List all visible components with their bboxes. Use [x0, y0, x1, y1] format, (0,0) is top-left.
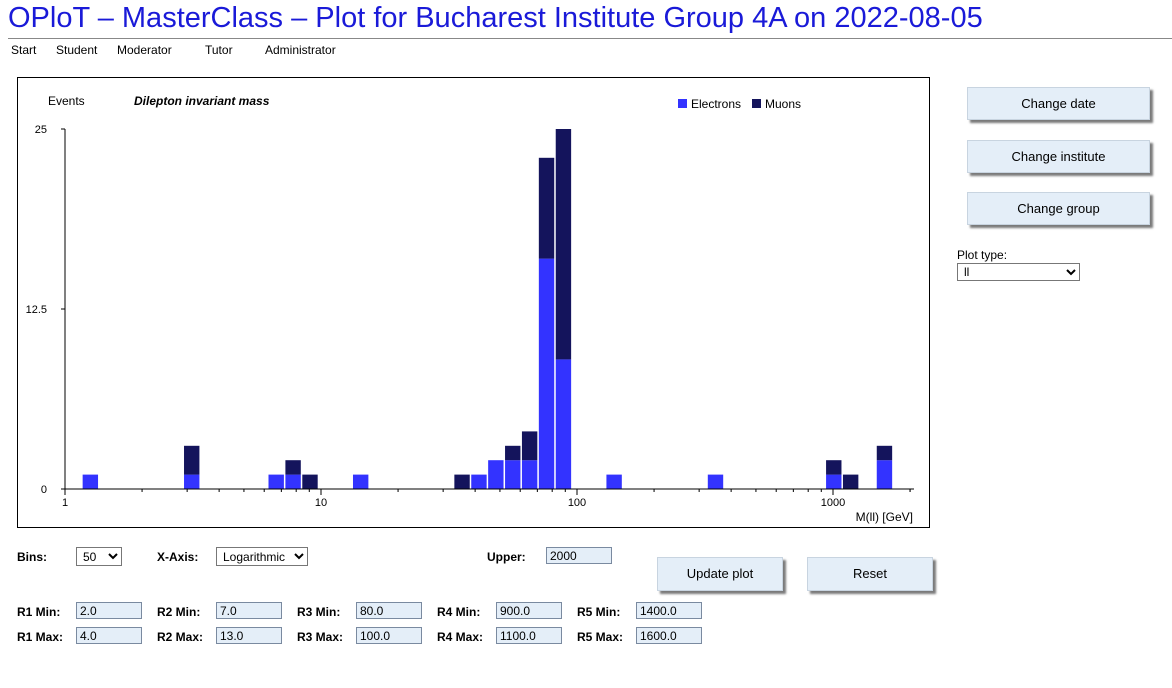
bar-electrons-28 — [538, 258, 555, 489]
bar-electrons-48 — [876, 460, 893, 489]
upper-label: Upper: — [487, 550, 526, 564]
chart-title: Dilepton invariant mass — [134, 94, 270, 108]
bar-electrons-26 — [505, 460, 521, 489]
x-tick-label-0: 1 — [62, 497, 68, 509]
r1-min-input[interactable] — [76, 602, 142, 619]
x-ticks: 1 10 100 1000 — [62, 489, 911, 509]
nav-administrator[interactable]: Administrator — [265, 43, 336, 57]
r2-max-input[interactable] — [216, 627, 282, 644]
y-tick-label-1: 12.5 — [26, 304, 47, 316]
y-tick-label-2: 25 — [35, 124, 47, 136]
xaxis-label: X-Axis: — [157, 550, 199, 564]
r3-min-input[interactable] — [356, 602, 422, 619]
r2-min-label: R2 Min: — [157, 605, 201, 619]
plot-area: 0 12.5 25 1 10 100 1000 Events Dilepton invar… — [17, 77, 930, 528]
r1-max-label: R1 Max: — [17, 630, 64, 644]
plot-type-select[interactable]: ll — [957, 263, 1080, 281]
nav-start[interactable]: Start — [11, 43, 37, 57]
x-tick-label-1: 10 — [315, 497, 327, 509]
bar-muons-27 — [521, 431, 538, 461]
bar-muons-48 — [876, 445, 893, 461]
legend-label-electrons: Electrons — [691, 97, 741, 111]
bins-select[interactable]: 50 — [76, 547, 122, 566]
bar-muons-13 — [285, 460, 301, 475]
bins-label: Bins: — [17, 550, 47, 564]
plot-type-label: Plot type: — [957, 248, 1008, 262]
r4-max-label: R4 Max: — [437, 630, 484, 644]
bar-muons-28 — [538, 157, 555, 259]
bar-electrons-25 — [488, 460, 504, 489]
bar-muons-45 — [826, 460, 842, 475]
legend: Electrons Muons — [678, 97, 801, 111]
bar-electrons-45 — [826, 474, 842, 489]
nav-moderator[interactable]: Moderator — [117, 43, 172, 57]
r3-min-label: R3 Min: — [297, 605, 341, 619]
bar-electrons-1 — [82, 474, 99, 489]
r2-max-label: R2 Max: — [157, 630, 204, 644]
r1-max-input[interactable] — [76, 627, 142, 644]
bar-electrons-13 — [285, 474, 301, 489]
nav-tutor[interactable]: Tutor — [205, 43, 233, 57]
title-divider — [8, 38, 1172, 39]
r2-min-input[interactable] — [216, 602, 282, 619]
bar-muons-23 — [454, 474, 470, 489]
r4-max-input[interactable] — [496, 627, 562, 644]
histogram-chart: 0 12.5 25 1 10 100 1000 Events Dilepton invar… — [26, 94, 914, 524]
bars-layer — [82, 129, 893, 489]
r5-max-label: R5 Max: — [577, 630, 624, 644]
r4-min-label: R4 Min: — [437, 605, 481, 619]
x-tick-label-2: 100 — [568, 497, 586, 509]
bar-electrons-29 — [555, 359, 572, 489]
bar-muons-14 — [302, 474, 318, 489]
r5-max-input[interactable] — [636, 627, 702, 644]
nav-student[interactable]: Student — [56, 43, 98, 57]
bar-electrons-17 — [352, 474, 369, 489]
y-axis-label: Events — [48, 94, 85, 108]
legend-swatch-muons — [752, 99, 761, 108]
x-axis-label: M(ll) [GeV] — [856, 510, 913, 524]
change-date-button[interactable]: Change date — [967, 87, 1150, 120]
r3-max-input[interactable] — [356, 627, 422, 644]
y-tick-label-0: 0 — [41, 484, 47, 496]
bar-electrons-32 — [606, 474, 622, 489]
upper-input[interactable] — [546, 547, 612, 564]
bar-electrons-24 — [471, 474, 487, 489]
legend-swatch-electrons — [678, 99, 687, 108]
bar-muons-46 — [842, 474, 859, 489]
bar-muons-7 — [184, 445, 200, 475]
bar-muons-29 — [555, 129, 572, 360]
bar-electrons-38 — [707, 474, 724, 489]
xaxis-select[interactable]: Logarithmic — [216, 547, 308, 566]
legend-label-muons: Muons — [765, 97, 801, 111]
bar-electrons-27 — [521, 460, 538, 489]
r4-min-input[interactable] — [496, 602, 562, 619]
bar-electrons-12 — [268, 474, 284, 489]
bar-muons-26 — [505, 445, 521, 461]
r1-min-label: R1 Min: — [17, 605, 61, 619]
reset-button[interactable]: Reset — [807, 557, 933, 591]
r3-max-label: R3 Max: — [297, 630, 344, 644]
r5-min-label: R5 Min: — [577, 605, 621, 619]
bar-electrons-7 — [184, 474, 200, 489]
change-institute-button[interactable]: Change institute — [967, 140, 1150, 173]
x-tick-label-3: 1000 — [821, 497, 845, 509]
page-title: OPloT – MasterClass – Plot for Bucharest… — [8, 2, 983, 34]
r5-min-input[interactable] — [636, 602, 702, 619]
y-ticks: 0 12.5 25 — [26, 124, 65, 496]
change-group-button[interactable]: Change group — [967, 192, 1150, 225]
update-plot-button[interactable]: Update plot — [657, 557, 783, 591]
